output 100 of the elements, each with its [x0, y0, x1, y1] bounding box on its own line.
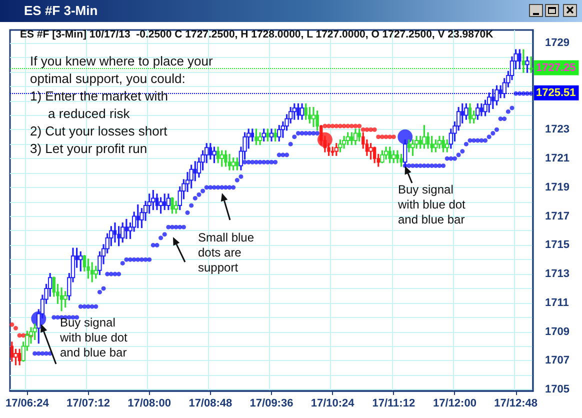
candlestick	[480, 102, 484, 117]
candlestick	[10, 340, 14, 362]
ref-line-label: 1725.51	[536, 86, 576, 99]
candlestick	[228, 153, 232, 172]
y-tick-label: 1719	[545, 181, 570, 194]
candlestick	[266, 128, 270, 142]
x-tick-label: 17/10:24	[310, 398, 356, 410]
point	[21, 333, 26, 338]
x-tick-label: 17/09:36	[250, 398, 294, 410]
candlestick	[346, 131, 350, 146]
candlestick	[254, 128, 258, 146]
candlestick	[262, 128, 266, 142]
candlestick	[78, 250, 83, 272]
candlestick	[442, 135, 445, 154]
candlestick	[410, 138, 415, 157]
candlestick	[90, 261, 94, 284]
y-tick-label: 1709	[545, 326, 570, 338]
candlestick	[212, 146, 216, 164]
point	[346, 124, 350, 128]
y-tick-label: 1707	[545, 354, 570, 367]
candlestick	[434, 138, 438, 154]
candlestick	[491, 88, 495, 110]
point	[326, 124, 332, 128]
chart-title: ES #F 3-Min	[24, 3, 98, 18]
point	[372, 127, 377, 132]
point	[388, 134, 392, 140]
candlestick	[487, 92, 492, 114]
point	[380, 134, 384, 140]
candlestick	[151, 189, 156, 211]
point	[357, 124, 362, 128]
candlestick	[216, 146, 220, 164]
point	[364, 127, 370, 132]
point	[368, 127, 374, 132]
candlestick	[494, 84, 499, 106]
point	[17, 333, 22, 338]
candlestick	[334, 142, 338, 157]
candlestick	[124, 218, 128, 240]
candlestick	[400, 153, 403, 168]
candlestick	[231, 156, 236, 172]
x-tick-label: 17/08:00	[128, 398, 172, 410]
x-tick-label: 17/12:00	[433, 398, 476, 410]
candlestick	[189, 164, 194, 190]
x-tick-label: 17/06:24	[5, 398, 50, 410]
candlestick	[468, 102, 472, 124]
candlestick	[250, 128, 254, 142]
candlestick	[117, 225, 120, 247]
point	[384, 134, 388, 140]
y-tick-label: 1717	[545, 210, 570, 222]
candlestick	[525, 56, 530, 74]
candlestick	[476, 102, 480, 121]
annotation: Small blue dots are support	[198, 230, 254, 274]
candlestick	[392, 149, 396, 164]
point	[338, 124, 342, 128]
candlestick	[472, 110, 476, 124]
candlestick	[422, 124, 426, 150]
candlestick	[170, 196, 174, 214]
candlestick	[372, 146, 376, 164]
annotation: Buy signal with blue dot and blue bar	[397, 182, 466, 226]
candlestick	[308, 106, 312, 124]
candlestick	[498, 84, 502, 99]
candlestick	[18, 348, 22, 366]
annotation: If you knew where to place your optimal support, you could: 1) Enter the market with a reduced risk 2) Cut your losses short 3) Let your profit run	[30, 53, 214, 156]
candlestick	[384, 146, 388, 160]
y-tick-label: 1711	[545, 296, 569, 309]
point	[334, 124, 339, 128]
point	[322, 124, 328, 128]
candlestick	[407, 138, 411, 154]
candlestick	[208, 142, 212, 160]
candlestick	[224, 149, 228, 168]
candlestick	[304, 102, 308, 121]
candlestick	[292, 102, 297, 121]
candlestick	[311, 106, 316, 128]
candlestick	[258, 131, 262, 146]
point	[349, 124, 354, 128]
candlestick	[437, 135, 442, 150]
candlestick	[330, 146, 334, 157]
candlestick	[113, 222, 117, 244]
candlestick	[338, 138, 342, 154]
candlestick	[380, 149, 384, 164]
candlestick	[120, 222, 125, 244]
candlestick	[522, 48, 526, 74]
y-tick-label: 1713	[545, 268, 570, 280]
point	[10, 322, 14, 327]
y-tick-label: 1721	[545, 152, 570, 165]
ref-line-label: 1727.25	[536, 62, 576, 74]
candlestick	[166, 192, 171, 211]
y-tick-label: 1715	[545, 239, 570, 252]
annotation: Buy signal with blue dot and blue bar	[59, 316, 128, 360]
point	[330, 124, 335, 128]
candlestick	[350, 131, 354, 146]
x-tick-label: 17/11:12	[372, 398, 416, 410]
y-tick-label: 1705	[545, 384, 570, 396]
candlestick	[529, 56, 533, 74]
point	[391, 134, 396, 140]
candlestick	[269, 128, 274, 142]
candlestick	[220, 149, 224, 168]
candlestick	[60, 286, 64, 312]
x-tick-label: 17/08:48	[188, 398, 232, 410]
y-tick-label: 1729	[545, 36, 570, 49]
candlestick	[426, 131, 430, 150]
